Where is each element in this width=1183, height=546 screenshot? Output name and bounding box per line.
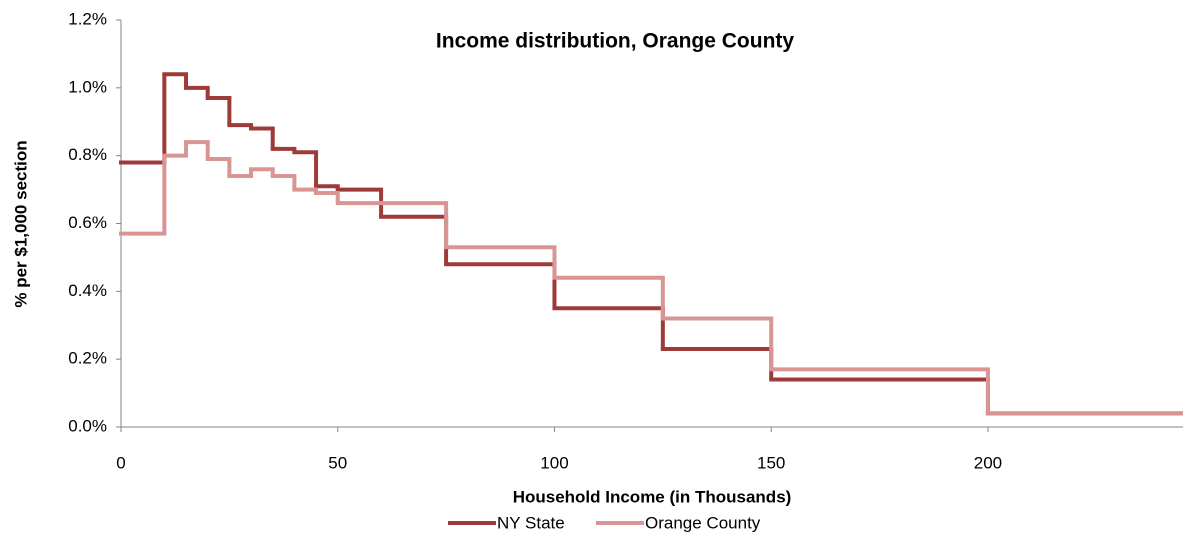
x-tick-label: 50 bbox=[328, 453, 347, 472]
y-tick-label: 0.4% bbox=[68, 281, 107, 300]
x-tick-label: 150 bbox=[757, 453, 785, 472]
legend-label: Orange County bbox=[645, 513, 761, 532]
y-tick-label: 1.0% bbox=[68, 77, 107, 96]
x-axis-label: Household Income (in Thousands) bbox=[513, 487, 792, 506]
legend-label: NY State bbox=[497, 513, 565, 532]
y-tick-label: 0.6% bbox=[68, 213, 107, 232]
x-tick-label: 0 bbox=[116, 453, 125, 472]
chart-title: Income distribution, Orange County bbox=[436, 30, 795, 53]
x-tick-label: 200 bbox=[974, 453, 1002, 472]
y-tick-label: 0.0% bbox=[68, 416, 107, 435]
y-tick-label: 0.8% bbox=[68, 145, 107, 164]
y-tick-label: 1.2% bbox=[68, 9, 107, 28]
y-axis-label: % per $1,000 section bbox=[11, 140, 30, 307]
y-tick-label: 0.2% bbox=[68, 349, 107, 368]
x-tick-label: 100 bbox=[540, 453, 568, 472]
